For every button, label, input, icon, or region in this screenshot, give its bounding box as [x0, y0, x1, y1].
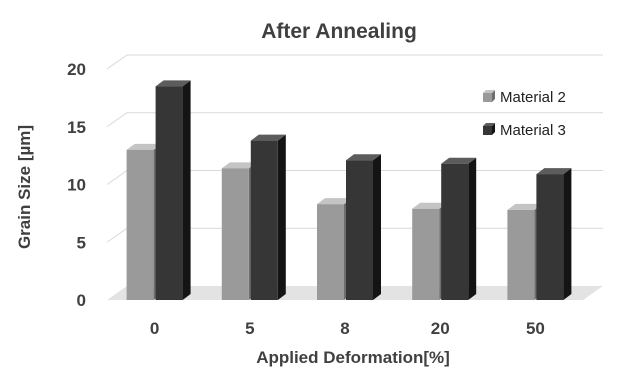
x-tick-label: 20 [431, 319, 450, 338]
y-tick-label: 5 [77, 233, 86, 252]
y-axis-label: Grain Size [µm] [15, 125, 34, 249]
x-tick-label: 5 [245, 319, 254, 338]
x-tick-label: 8 [340, 319, 349, 338]
x-axis-label: Applied Deformation[%] [256, 348, 450, 367]
legend-item: Material 2 [483, 89, 566, 106]
y-tick-label: 20 [67, 60, 86, 79]
y-tick-labels: 0 5 10 15 20 [67, 60, 86, 310]
bar [536, 168, 572, 300]
bar [441, 157, 477, 300]
legend: Material 2 Material 3 [483, 89, 566, 139]
bar [346, 154, 381, 300]
bars [126, 80, 572, 300]
x-tick-labels: 0 5 8 20 50 [150, 319, 545, 338]
legend-item: Material 3 [483, 122, 566, 139]
legend-label: Material 3 [500, 122, 566, 139]
x-tick-label: 50 [526, 319, 545, 338]
y-tick-label: 0 [77, 291, 86, 310]
gridline [106, 112, 603, 128]
x-tick-label: 0 [150, 319, 159, 338]
bar [155, 80, 191, 300]
y-tick-label: 10 [67, 176, 86, 195]
bar [250, 134, 286, 300]
y-tick-label: 15 [67, 118, 86, 137]
chart-title: After Annealing [261, 20, 417, 43]
legend-label: Material 2 [500, 89, 566, 106]
gridline [106, 54, 603, 70]
